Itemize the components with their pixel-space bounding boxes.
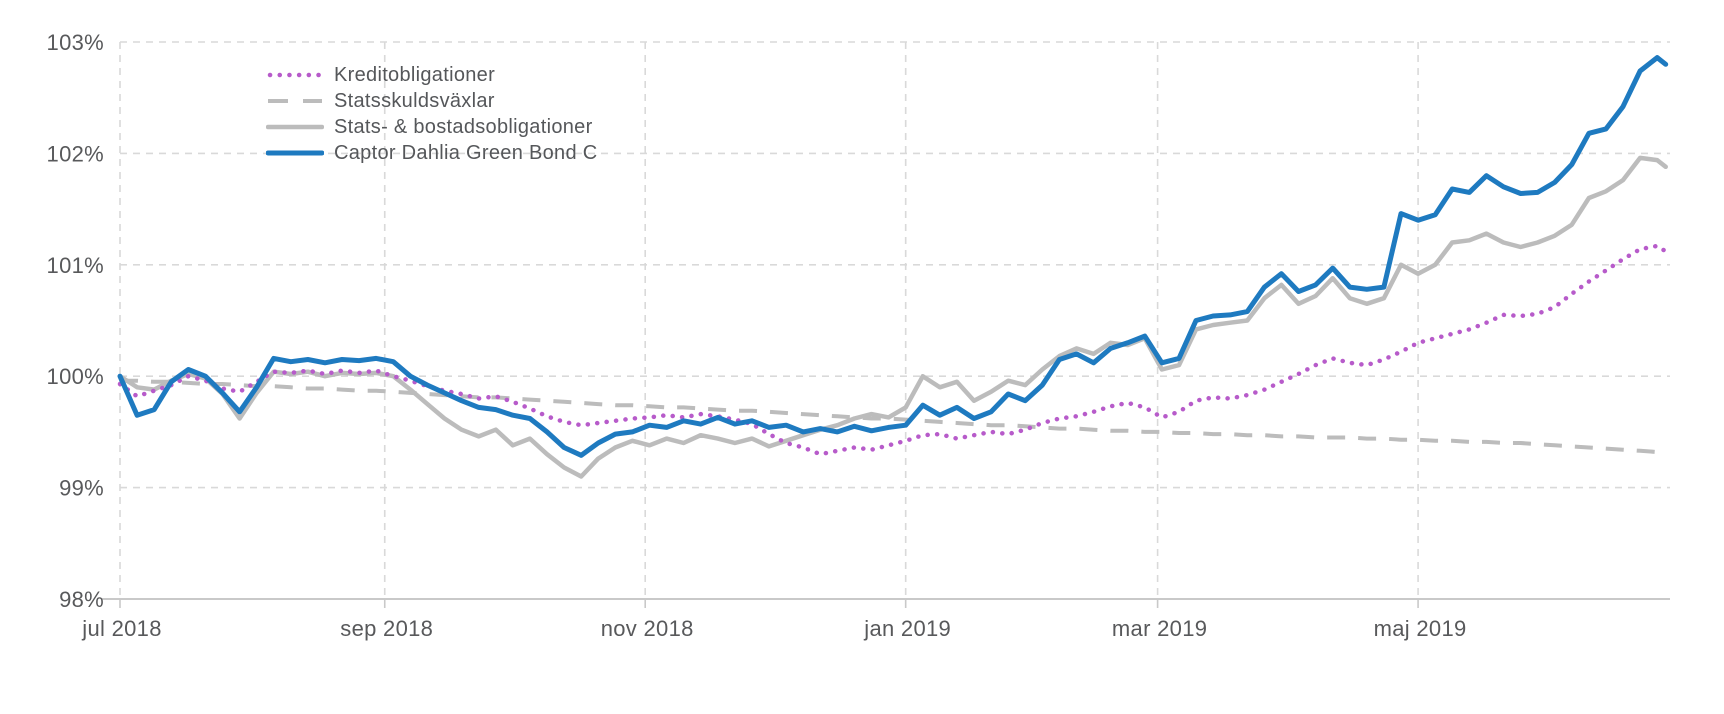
series-line-captor-dahlia-green-bond-c — [117, 55, 1669, 458]
x-axis-tick-label: mar 2019 — [1112, 616, 1207, 641]
legend-item-statsskuldsv-xlar: Statsskuldsväxlar — [266, 88, 598, 114]
x-axis-tick-label: jul 2018 — [81, 616, 161, 641]
y-axis-tick-label: 102% — [47, 141, 104, 166]
y-axis-tick-label: 98% — [59, 587, 104, 612]
series-line-kreditobligationer — [117, 243, 1668, 457]
legend-label: Statsskuldsväxlar — [334, 89, 495, 112]
x-axis-tick-label: nov 2018 — [601, 616, 694, 641]
chart-legend: Kreditobligationer Statsskuldsväxlar Stats… — [266, 62, 598, 166]
legend-line-sample-dotted — [267, 72, 324, 78]
legend-label: Captor Dahlia Green Bond C — [334, 141, 598, 164]
x-axis-tick-label: jan 2019 — [863, 616, 951, 641]
legend-item-kreditobligationer: Kreditobligationer — [266, 62, 598, 88]
legend-line-sample-solid — [266, 124, 324, 130]
y-axis-tick-label: 101% — [47, 253, 104, 278]
legend-label: Kreditobligationer — [334, 63, 496, 86]
series-line-statsskuldsv-xlar — [120, 378, 1666, 456]
legend-line-sample-dashed — [268, 99, 322, 103]
y-axis-tick-label: 99% — [59, 476, 104, 501]
legend-line-sample-solid — [266, 150, 324, 156]
series-line-stats-bostadsobligationer — [117, 155, 1668, 479]
legend-label: Stats- & bostadsobligationer — [334, 115, 593, 138]
legend-item-stats-bostadsobligationer: Stats- & bostadsobligationer — [266, 114, 598, 140]
x-axis-tick-label: sep 2018 — [340, 616, 433, 641]
legend-item-captor-dahlia-green-bond-c: Captor Dahlia Green Bond C — [266, 140, 598, 166]
x-axis-tick-label: maj 2019 — [1374, 616, 1467, 641]
y-axis-tick-label: 100% — [47, 364, 104, 389]
y-axis-tick-label: 103% — [47, 30, 104, 55]
